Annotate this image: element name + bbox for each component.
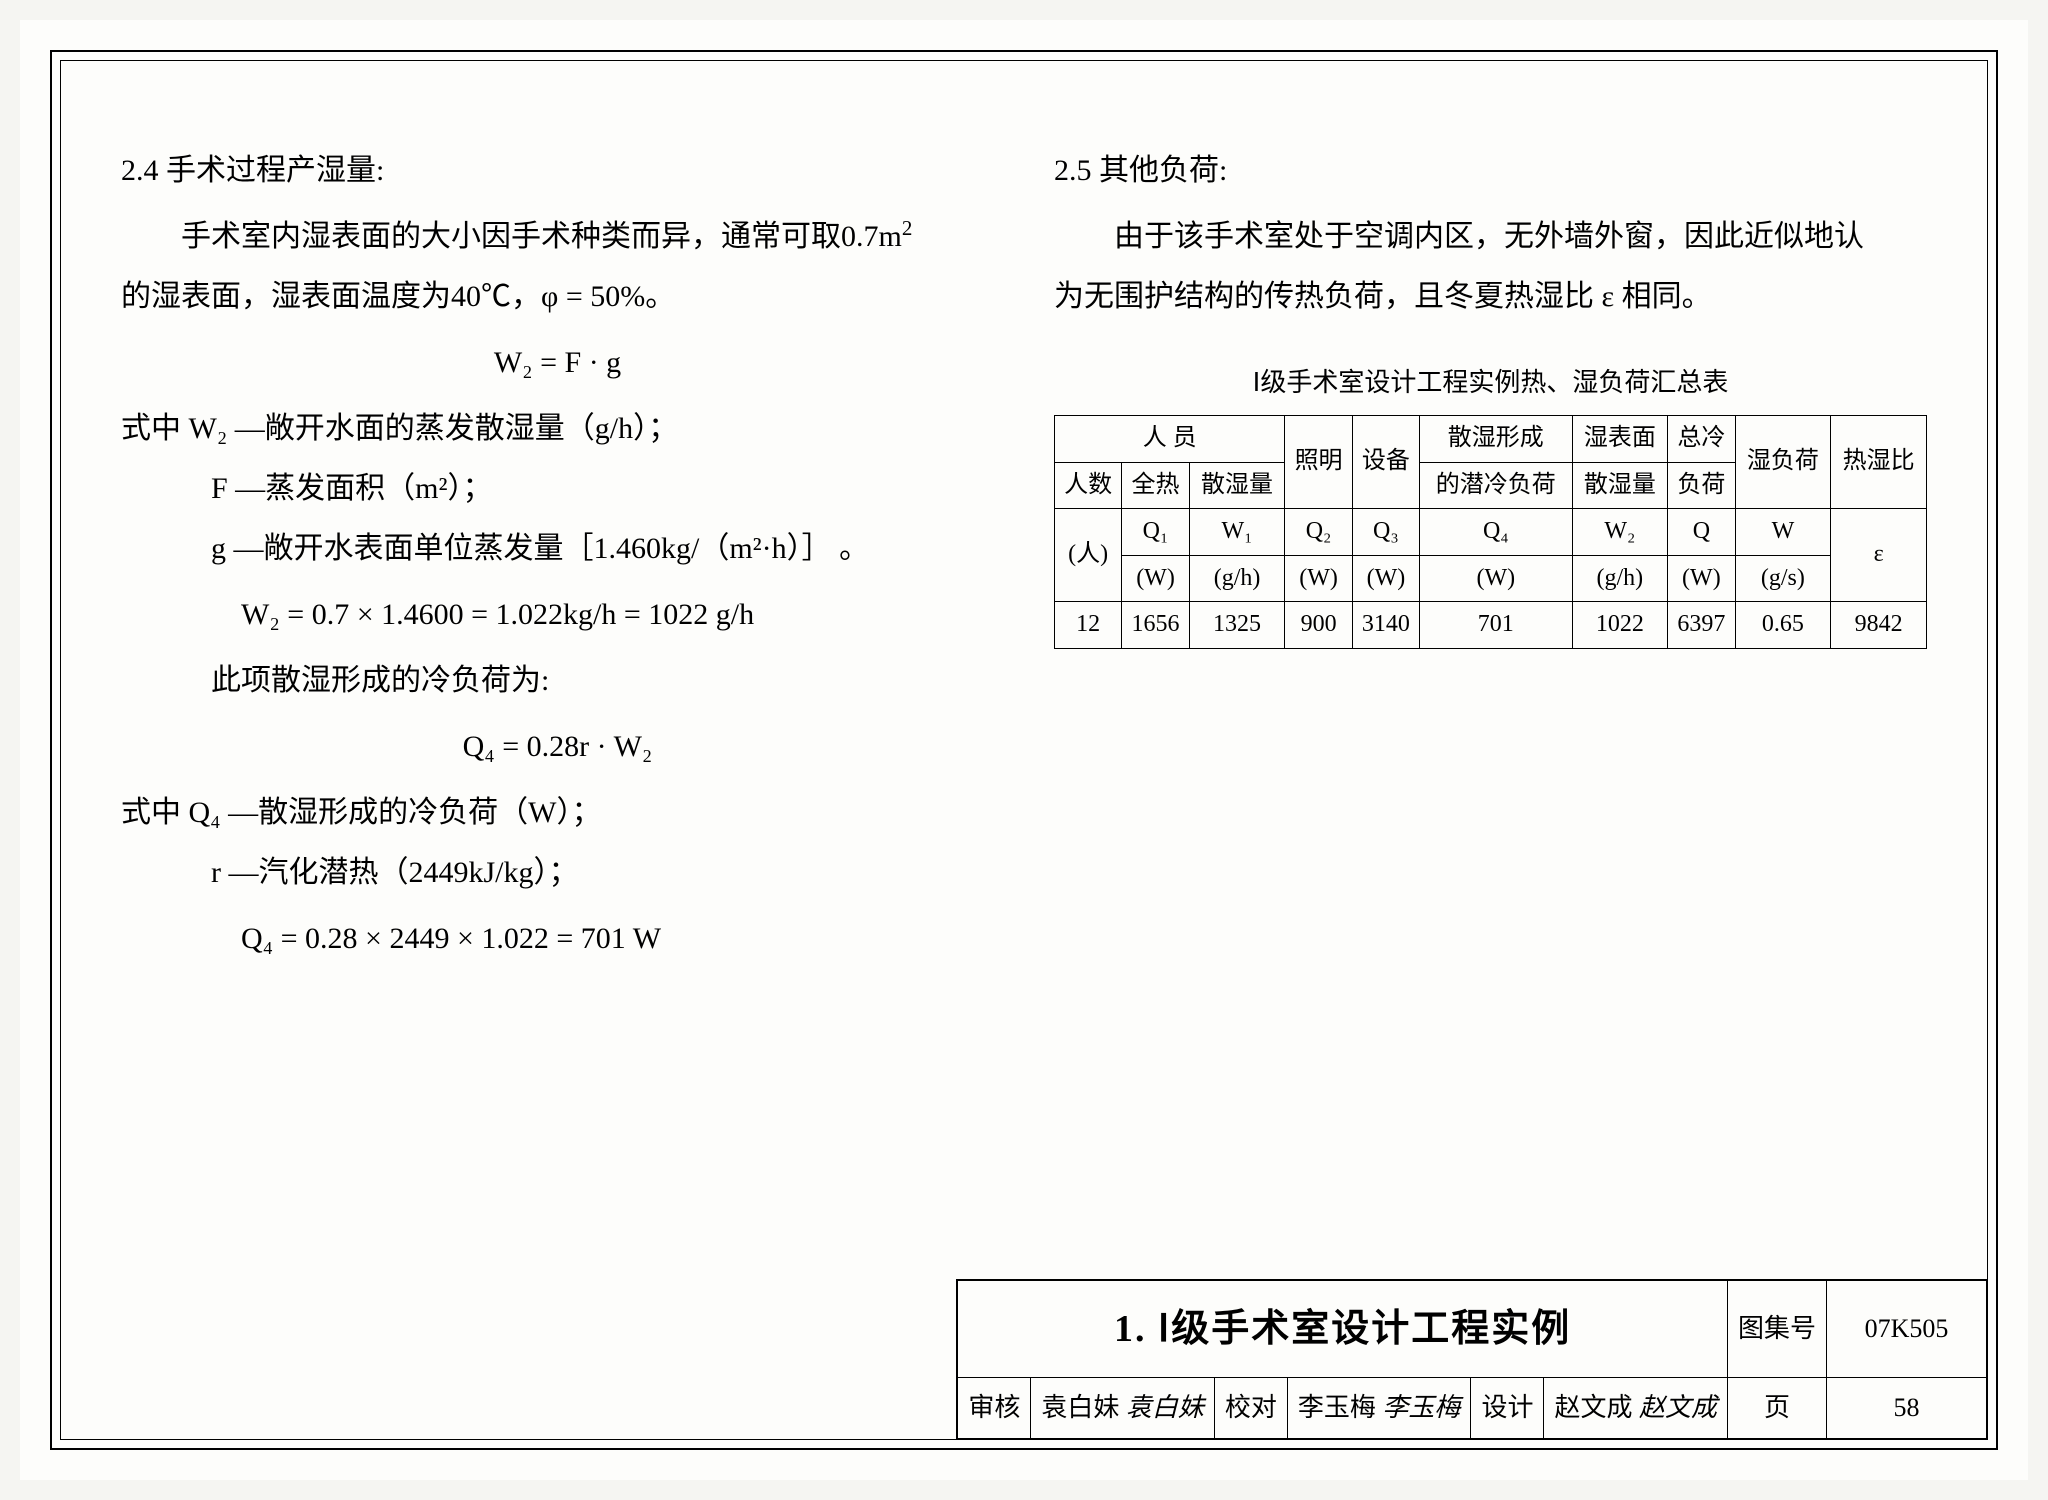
para-cold-load: 此项散湿形成的冷负荷为: bbox=[121, 651, 994, 711]
td-sym-q: Q bbox=[1668, 509, 1735, 556]
th-moisture2: 散湿量 bbox=[1572, 462, 1668, 509]
label-shenhe: 审核 bbox=[958, 1378, 1031, 1439]
table-row: 审核 袁白妹 袁白妹 校对 李玉梅 李玉梅 设计 赵文成 bbox=[958, 1378, 1987, 1439]
th-moisture: 散湿量 bbox=[1189, 462, 1285, 509]
value-page: 58 bbox=[1827, 1378, 1987, 1439]
signature-jiaodui: 李玉梅 bbox=[1382, 1393, 1460, 1422]
td-sym-w2: W₂ bbox=[1572, 509, 1668, 556]
para-2-4-1a: 手术室内湿表面的大小因手术种类而异，通常可取0.7m bbox=[121, 207, 902, 267]
td-u-q3: (W) bbox=[1352, 555, 1419, 602]
table-row: (人) Q₁ W₁ Q₂ Q₃ Q₄ W₂ Q W ε bbox=[1055, 509, 1927, 556]
th-load: 负荷 bbox=[1668, 462, 1735, 509]
value-jiaodui: 李玉梅 李玉梅 bbox=[1287, 1378, 1471, 1439]
th-count: 人数 bbox=[1055, 462, 1122, 509]
section-2-5-heading: 2.5 其他负荷: bbox=[1054, 141, 1927, 201]
title-block-table: 1. Ⅰ级手术室设计工程实例 图集号 07K505 审核 袁白妹 袁白妹 校对 … bbox=[957, 1280, 1987, 1439]
value-tuji: 07K505 bbox=[1827, 1281, 1987, 1378]
summary-table: 人 员 照明 设备 散湿形成 湿表面 总冷 湿负荷 热湿比 人数 全热 散湿量 … bbox=[1054, 415, 1927, 649]
where-r: r —汽化潜热（2449kJ/kg）； bbox=[121, 843, 994, 903]
equation-q4-calc: Q₄ = 0.28 × 2449 × 1.022 = 701 W bbox=[121, 909, 994, 969]
left-column: 2.4 手术过程产湿量: 手术室内湿表面的大小因手术种类而异，通常可取0.7m2… bbox=[121, 141, 1034, 1379]
table-row: 人 员 照明 设备 散湿形成 湿表面 总冷 湿负荷 热湿比 bbox=[1055, 416, 1927, 463]
td-w1: 1325 bbox=[1189, 602, 1285, 649]
outer-frame: 2.4 手术过程产湿量: 手术室内湿表面的大小因手术种类而异，通常可取0.7m2… bbox=[50, 50, 1998, 1450]
th-personnel: 人 员 bbox=[1055, 416, 1285, 463]
where-w2: 式中 W₂ —敞开水面的蒸发散湿量（g/h）； bbox=[121, 399, 994, 459]
td-u-q: (W) bbox=[1668, 555, 1735, 602]
td-sym-q4: Q₄ bbox=[1420, 509, 1572, 556]
td-ren-unit: (人) bbox=[1055, 509, 1122, 602]
td-q4: 701 bbox=[1420, 602, 1572, 649]
td-q: 6397 bbox=[1668, 602, 1735, 649]
table-row: 12 1656 1325 900 3140 701 1022 6397 0.65… bbox=[1055, 602, 1927, 649]
th-latent: 的潜冷负荷 bbox=[1420, 462, 1572, 509]
para-2-4-1b: 的湿表面，湿表面温度为40℃，φ = 50%。 bbox=[121, 267, 994, 327]
name-shenhe: 袁白妹 bbox=[1041, 1393, 1119, 1422]
where-g: g —敞开水表面单位蒸发量［1.460kg/（m²·h）］ 。 bbox=[121, 519, 994, 579]
value-shenhe: 袁白妹 袁白妹 bbox=[1031, 1378, 1215, 1439]
td-q2: 900 bbox=[1285, 602, 1352, 649]
th-lighting: 照明 bbox=[1285, 416, 1352, 509]
th-total-cold: 总冷 bbox=[1668, 416, 1735, 463]
signature-shenhe: 袁白妹 bbox=[1126, 1393, 1204, 1422]
td-sym-w: W bbox=[1735, 509, 1831, 556]
name-sheji: 赵文成 bbox=[1554, 1393, 1632, 1422]
th-ratio: 热湿比 bbox=[1831, 416, 1927, 509]
td-sym-q1: Q₁ bbox=[1122, 509, 1189, 556]
th-wet-surface: 湿表面 bbox=[1572, 416, 1668, 463]
td-u-w1: (g/h) bbox=[1189, 555, 1285, 602]
th-equipment: 设备 bbox=[1352, 416, 1419, 509]
label-jiaodui: 校对 bbox=[1214, 1378, 1287, 1439]
inner-frame: 2.4 手术过程产湿量: 手术室内湿表面的大小因手术种类而异，通常可取0.7m2… bbox=[60, 60, 1988, 1440]
equation-w2: W₂ = F · g bbox=[121, 333, 994, 393]
where-f: F —蒸发面积（m²）； bbox=[121, 459, 994, 519]
th-total-heat: 全热 bbox=[1122, 462, 1189, 509]
equation-w2-calc: W₂ = 0.7 × 1.4600 = 1.022kg/h = 1022 g/h bbox=[121, 585, 994, 645]
td-u-q1: (W) bbox=[1122, 555, 1189, 602]
equation-q4: Q₄ = 0.28r · W₂ bbox=[121, 717, 994, 777]
th-wet-load: 湿负荷 bbox=[1735, 416, 1831, 509]
table-row: (W) (g/h) (W) (W) (W) (g/h) (W) (g/s) bbox=[1055, 555, 1927, 602]
where-q4: 式中 Q₄ —散湿形成的冷负荷（W）； bbox=[121, 783, 994, 843]
td-n: 12 bbox=[1055, 602, 1122, 649]
table-row: 1. Ⅰ级手术室设计工程实例 图集号 07K505 bbox=[958, 1281, 1987, 1378]
right-column: 2.5 其他负荷: 由于该手术室处于空调内区，无外墙外窗，因此近似地认 为无围护… bbox=[1034, 141, 1927, 1379]
td-q3: 3140 bbox=[1352, 602, 1419, 649]
signature-sheji: 赵文成 bbox=[1639, 1393, 1717, 1422]
td-sym-w1: W₁ bbox=[1189, 509, 1285, 556]
superscript-2: 2 bbox=[902, 216, 913, 240]
td-w2: 1022 bbox=[1572, 602, 1668, 649]
page: 2.4 手术过程产湿量: 手术室内湿表面的大小因手术种类而异，通常可取0.7m2… bbox=[20, 20, 2028, 1480]
para-2-5-1: 由于该手术室处于空调内区，无外墙外窗，因此近似地认 bbox=[1054, 207, 1927, 267]
label-tuji: 图集号 bbox=[1727, 1281, 1826, 1378]
td-sym-eps: ε bbox=[1831, 509, 1927, 602]
table-caption: Ⅰ级手术室设计工程实例热、湿负荷汇总表 bbox=[1054, 357, 1927, 409]
td-sym-q3: Q₃ bbox=[1352, 509, 1419, 556]
value-sheji: 赵文成 赵文成 bbox=[1544, 1378, 1728, 1439]
td-w: 0.65 bbox=[1735, 602, 1831, 649]
td-u-w2: (g/h) bbox=[1572, 555, 1668, 602]
td-u-q4: (W) bbox=[1420, 555, 1572, 602]
drawing-title: 1. Ⅰ级手术室设计工程实例 bbox=[958, 1281, 1728, 1378]
td-eps: 9842 bbox=[1831, 602, 1927, 649]
label-sheji: 设计 bbox=[1471, 1378, 1544, 1439]
th-sanshi: 散湿形成 bbox=[1420, 416, 1572, 463]
para-2-4-1: 手术室内湿表面的大小因手术种类而异，通常可取0.7m2 bbox=[121, 207, 994, 267]
td-u-w: (g/s) bbox=[1735, 555, 1831, 602]
label-page: 页 bbox=[1727, 1378, 1826, 1439]
name-jiaodui: 李玉梅 bbox=[1298, 1393, 1376, 1422]
section-2-4-heading: 2.4 手术过程产湿量: bbox=[121, 141, 994, 201]
title-block: 1. Ⅰ级手术室设计工程实例 图集号 07K505 审核 袁白妹 袁白妹 校对 … bbox=[956, 1279, 1988, 1440]
td-u-q2: (W) bbox=[1285, 555, 1352, 602]
para-2-5-2: 为无围护结构的传热负荷，且冬夏热湿比 ε 相同。 bbox=[1054, 267, 1927, 327]
td-sym-q2: Q₂ bbox=[1285, 509, 1352, 556]
td-q1: 1656 bbox=[1122, 602, 1189, 649]
